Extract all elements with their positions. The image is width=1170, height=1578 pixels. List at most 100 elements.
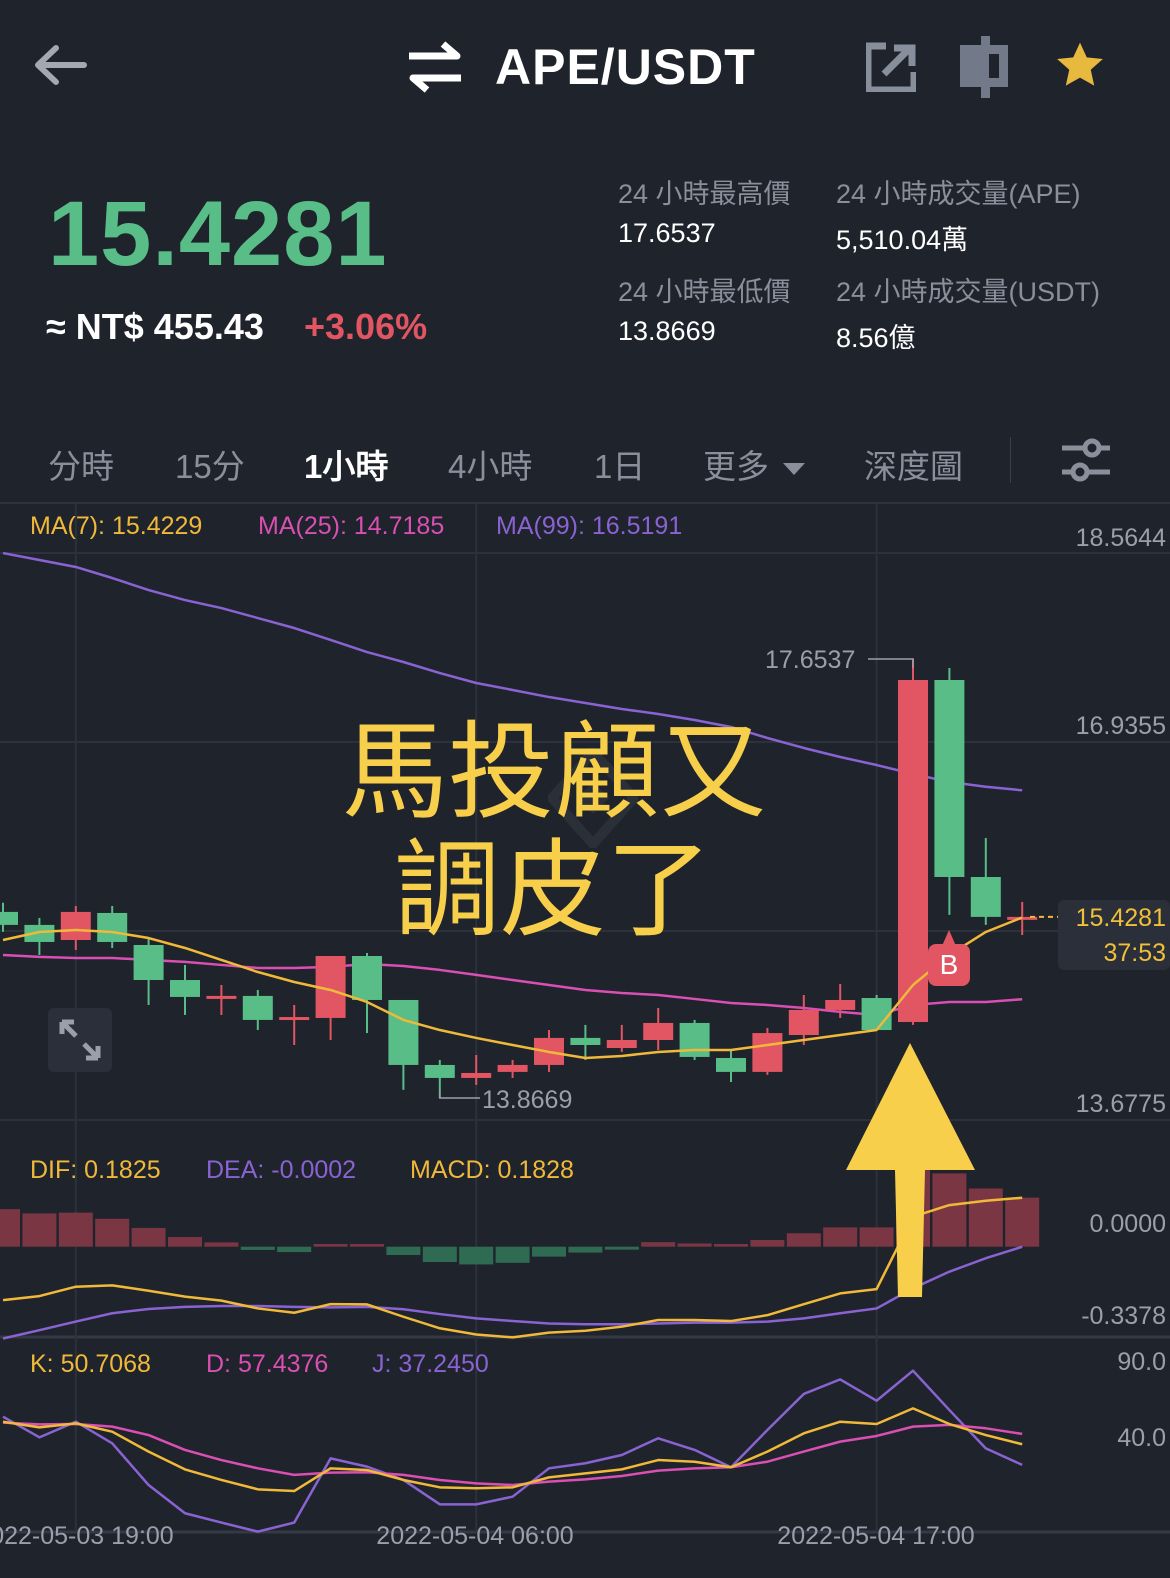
low-price-label: 13.8669 <box>482 1086 573 1114</box>
price-change: +3.06% <box>304 306 428 347</box>
stat-value-low: 13.8669 <box>618 316 716 346</box>
caret-down-icon <box>783 463 806 476</box>
macd-bar <box>823 1227 858 1247</box>
legend-ma99: MA(99): 16.5191 <box>496 512 683 540</box>
candle-toggle-icon[interactable] <box>960 36 1010 98</box>
dea-line <box>2 1245 1023 1340</box>
candle-body <box>170 980 200 997</box>
x-label-1: 2022-05-03 19:00 <box>0 1522 174 1550</box>
candle <box>679 1019 710 1060</box>
candle <box>0 902 18 932</box>
kdj-tick-90: 90.0 <box>1117 1348 1166 1376</box>
candle-body <box>497 1064 528 1072</box>
candle-body <box>716 1057 746 1072</box>
candle-body <box>970 876 1001 917</box>
candle-body <box>752 1033 783 1072</box>
candle <box>97 905 128 948</box>
ma99-line <box>2 551 1023 792</box>
arrow-left-icon[interactable] <box>30 40 90 90</box>
candle-body <box>679 1022 710 1057</box>
macd-bar <box>859 1227 894 1247</box>
macd-bar <box>1005 1197 1040 1247</box>
x-label-3: 2022-05-04 17:00 <box>777 1522 975 1550</box>
macd-tick-zero: 0.0000 <box>1089 1210 1166 1238</box>
dif-line <box>2 1196 1023 1339</box>
candle <box>133 938 164 1005</box>
macd-bar <box>422 1246 457 1262</box>
candle <box>570 1024 601 1060</box>
sliders-icon[interactable] <box>1062 438 1110 482</box>
tab-time[interactable]: 分時 <box>48 448 114 485</box>
candle <box>970 838 1001 925</box>
candle-body <box>898 679 928 1023</box>
candle <box>242 989 273 1031</box>
fiat-price: ≈ NT$ 455.43 <box>46 306 264 347</box>
macd-bar <box>22 1213 57 1247</box>
candle <box>643 1007 674 1050</box>
candle <box>898 658 928 1025</box>
tab-4h[interactable]: 4小時 <box>448 448 533 485</box>
stat-label-low: 24 小時最低價 <box>618 277 791 307</box>
candle-body <box>24 924 55 942</box>
candle-body <box>861 998 892 1031</box>
stat-label-high: 24 小時最高價 <box>618 179 791 209</box>
buy-marker[interactable]: B <box>928 944 970 986</box>
stat-value-vol-usdt: 8.56億 <box>836 323 916 353</box>
high-price-label: 17.6537 <box>765 646 856 674</box>
candle-body <box>570 1037 601 1045</box>
pair-title[interactable]: APE/USDT <box>495 39 756 95</box>
kdj-tick-40: 40.0 <box>1117 1424 1166 1452</box>
y-tick-mid: 16.9355 <box>1075 712 1166 740</box>
tab-more-label: 更多 <box>703 448 769 485</box>
macd-bar <box>131 1227 166 1247</box>
tab-1d[interactable]: 1日 <box>594 448 646 485</box>
macd-bar <box>568 1246 603 1253</box>
k-line <box>2 1407 1023 1493</box>
candle <box>388 999 419 1090</box>
x-label-2: 2022-05-04 06:00 <box>376 1522 574 1550</box>
tab-more[interactable]: 更多 <box>703 440 806 488</box>
macd-bar <box>58 1212 93 1247</box>
expand-icon <box>59 1019 101 1061</box>
macd-bar <box>204 1242 239 1247</box>
buy-marker-pointer <box>942 930 956 946</box>
stat-label-vol-ape: 24 小時成交量(APE) <box>836 179 1081 209</box>
macd-bar <box>277 1246 312 1253</box>
candle <box>752 1027 783 1075</box>
fullscreen-button[interactable] <box>48 1008 112 1072</box>
candle <box>170 964 200 1015</box>
stat-label-vol-usdt: 24 小時成交量(USDT) <box>836 277 1101 307</box>
candle-body <box>606 1040 637 1049</box>
legend-d: D: 57.4376 <box>206 1350 329 1378</box>
star-icon[interactable] <box>1052 38 1108 94</box>
macd-tick-min: -0.3378 <box>1081 1302 1166 1330</box>
annotation-arrow-up-icon <box>846 1043 975 1297</box>
candle <box>24 917 55 955</box>
candle-body <box>97 912 128 942</box>
macd-bar <box>532 1246 566 1257</box>
macd-bar <box>714 1244 748 1247</box>
share-external-icon[interactable] <box>866 42 916 92</box>
candle <box>825 983 856 1018</box>
candle-countdown: 37:53 <box>1103 939 1166 967</box>
tab-depth[interactable]: 深度圖 <box>864 448 963 485</box>
candle <box>861 994 892 1031</box>
tab-15m[interactable]: 15分 <box>175 448 245 485</box>
candle <box>788 994 819 1045</box>
low-leader-line <box>439 1090 480 1099</box>
y-tick-bottom: 13.6775 <box>1075 1090 1166 1118</box>
legend-j: J: 37.2450 <box>372 1350 489 1378</box>
legend-ma25: MA(25): 14.7185 <box>258 512 445 540</box>
candle-body <box>424 1064 455 1078</box>
y-tick-top: 18.5644 <box>1075 524 1166 552</box>
macd-bar <box>459 1246 494 1265</box>
swap-arrows-icon[interactable] <box>405 40 465 94</box>
candle <box>461 1054 492 1085</box>
current-price-value: 15.4281 <box>1075 904 1166 932</box>
j-line <box>2 1369 1023 1533</box>
tab-1h[interactable]: 1小時 <box>304 448 389 485</box>
candle-body <box>788 1009 819 1036</box>
candle-body <box>825 999 856 1010</box>
legend-ma7: MA(7): 15.4229 <box>30 512 203 540</box>
